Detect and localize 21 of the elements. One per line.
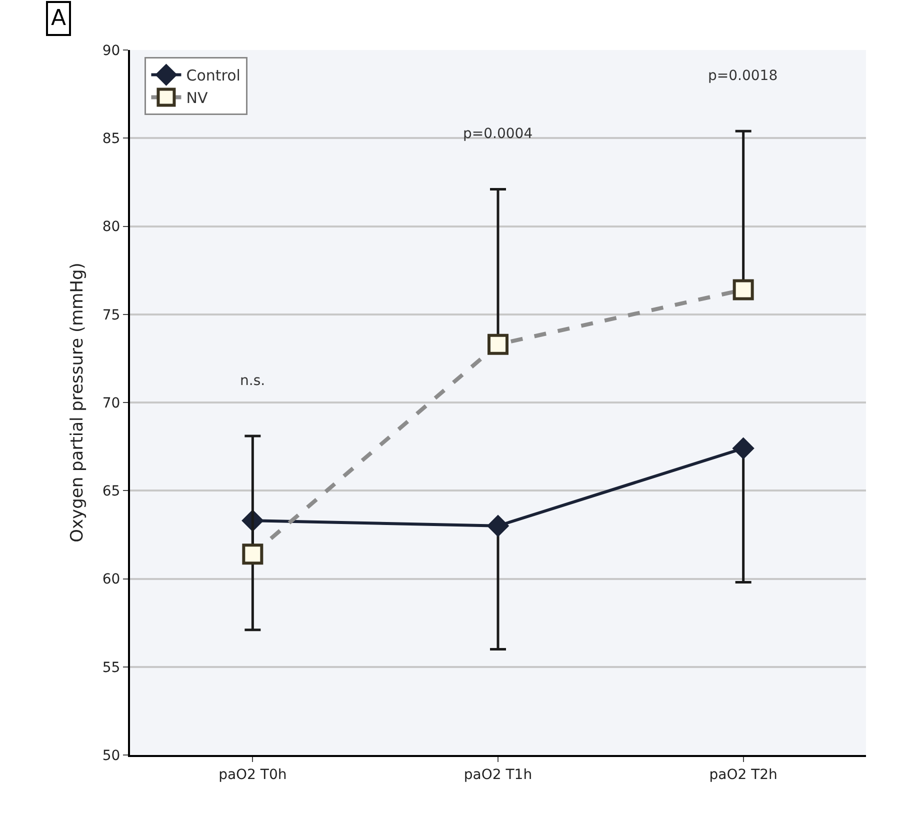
point (487, 514, 509, 537)
y-tick-label: 55 (102, 660, 120, 676)
legend-label: Control (186, 66, 240, 85)
y-tick-label: 75 (102, 307, 120, 324)
annotation: n.s. (240, 373, 266, 389)
y-tick-label: 80 (102, 219, 120, 236)
y-tick-label: 90 (102, 42, 120, 59)
y-axis-title: Oxygen partial pressure (mmHg) (67, 262, 88, 542)
annotation: p=0.0018 (708, 68, 778, 84)
legend-label: NV (186, 89, 208, 108)
y-tick-label: 50 (102, 748, 120, 764)
y-tick-label: 85 (102, 131, 120, 148)
y-tick-label: 65 (102, 484, 120, 500)
x-tick-label: paO2 T2h (709, 766, 778, 783)
annotation: p=0.0004 (463, 126, 533, 142)
x-tick-label: paO2 T0h (218, 766, 287, 783)
y-tick-label: 70 (102, 395, 120, 412)
x-tick-label: paO2 T1h (464, 766, 532, 783)
text: A (51, 6, 66, 31)
point (732, 437, 754, 460)
y-tick-label: 60 (102, 572, 120, 588)
